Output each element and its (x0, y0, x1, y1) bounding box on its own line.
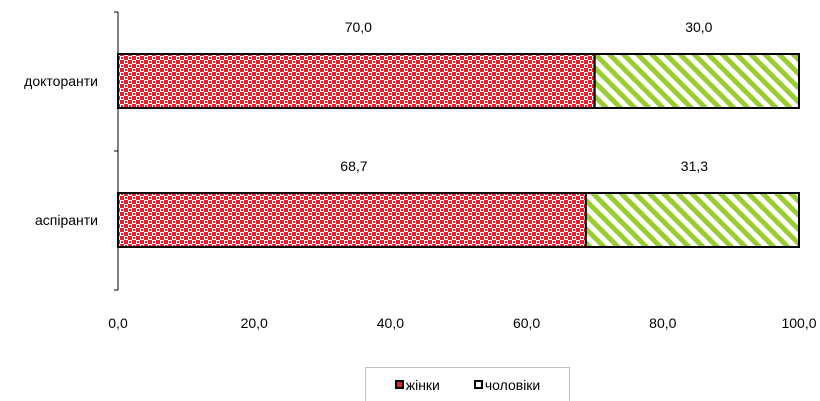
category-label: докторанти (24, 73, 98, 89)
bar-segment (584, 192, 800, 248)
legend-swatch-women (394, 380, 404, 389)
x-tick-label: 40,0 (377, 315, 404, 331)
data-label: 31,3 (681, 158, 708, 174)
legend-swatch-men (473, 380, 483, 389)
legend: жінки чоловіки (365, 367, 570, 401)
x-tick-label: 60,0 (513, 315, 540, 331)
legend-item-women: жінки (394, 376, 440, 393)
data-label: 70,0 (345, 19, 372, 35)
legend-item-men: чоловіки (473, 376, 541, 393)
bar-segment (117, 192, 587, 248)
labels: докторанти аспіранти 0,0 20,0 40,0 60,0 80,0 10… (24, 19, 817, 331)
data-label: 30,0 (685, 19, 712, 35)
x-tick-label: 80,0 (649, 315, 676, 331)
bar-segment (593, 53, 801, 109)
data-label: 68,7 (340, 158, 367, 174)
x-tick-label: 0,0 (108, 315, 128, 331)
bars (117, 53, 801, 248)
legend-label-women: жінки (405, 376, 440, 393)
legend-label-men: чоловіки (484, 376, 541, 393)
category-label: аспіранти (35, 212, 98, 228)
x-tick-label: 100,0 (781, 315, 816, 331)
bar-segment (117, 53, 596, 109)
x-tick-label: 20,0 (241, 315, 268, 331)
